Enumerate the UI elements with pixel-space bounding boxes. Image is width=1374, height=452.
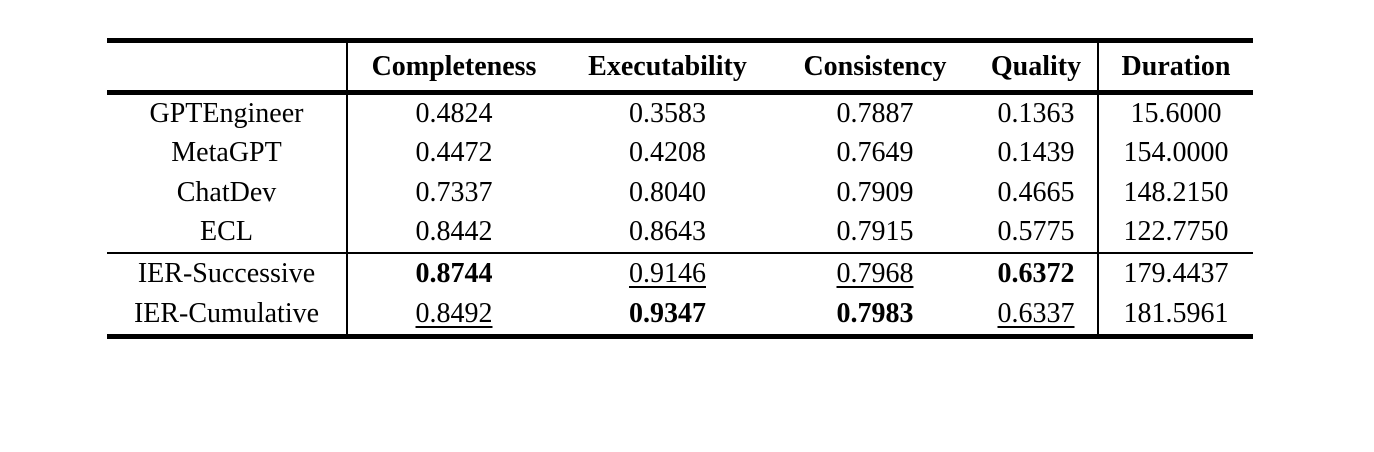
cell-value: 181.5961	[1123, 298, 1229, 330]
table-cell: 181.5961	[1097, 294, 1253, 337]
table-row: ECL 0.8442 0.8643 0.7915 0.5775 122.7750	[107, 212, 1253, 253]
cell-value: 122.7750	[1123, 216, 1229, 247]
table-cell: 0.7909	[775, 173, 975, 213]
row-label: MetaGPT	[171, 136, 282, 168]
col-header-consistency: Consistency	[775, 40, 975, 95]
table-cell: 0.9347	[560, 295, 775, 337]
row-label: ECL	[200, 216, 253, 247]
cell-value: 15.6000	[1130, 97, 1222, 129]
table-cell: 122.7750	[1097, 212, 1253, 253]
table-cell: 15.6000	[1097, 92, 1253, 133]
cell-value: 0.7649	[836, 136, 914, 168]
cell-value: 0.5775	[997, 216, 1075, 247]
table-cell: 0.1439	[975, 133, 1098, 173]
table-cell: 0.6337	[975, 295, 1098, 337]
table-cell: 0.1363	[975, 93, 1098, 133]
cell-value: 179.4437	[1123, 258, 1229, 289]
table-cell: 154.0000	[1097, 132, 1253, 173]
table-cell: 0.4472	[346, 132, 560, 173]
cell-value: 154.0000	[1123, 136, 1229, 168]
table-row: ChatDev 0.7337 0.8040 0.7909 0.4665 148.2150	[107, 172, 1253, 213]
row-label: GPTEngineer	[149, 97, 304, 129]
table-cell: 0.4824	[346, 92, 560, 133]
cell-value: 0.8442	[415, 216, 493, 247]
table-cell: 0.7915	[775, 213, 975, 253]
cell-value: 0.4665	[997, 176, 1075, 208]
table-cell: 0.5775	[975, 213, 1098, 253]
col-header-duration: Duration	[1097, 40, 1253, 95]
col-header-quality: Quality	[975, 40, 1098, 95]
header-row: Completeness Executability Consistency Q…	[107, 40, 1253, 95]
table-cell: 0.9146	[560, 251, 775, 295]
cell-value: 0.7887	[836, 97, 914, 129]
cell-value: 0.1363	[997, 97, 1075, 129]
cell-value: 0.8643	[629, 216, 706, 247]
table-cell: 0.7983	[775, 295, 975, 337]
cell-value-bold: 0.8744	[415, 258, 493, 289]
table-cell: 0.8643	[560, 213, 775, 253]
table-cell: 0.8492	[346, 294, 560, 337]
table-cell: 0.7968	[775, 251, 975, 295]
row-label: IER-Successive	[107, 251, 347, 295]
cell-value-underlined: 0.6337	[997, 298, 1075, 330]
table-row: IER-Cumulative 0.8492 0.9347 0.7983 0.6337 18…	[107, 294, 1253, 337]
table-row: IER-Successive 0.8744 0.9146 0.7968 0.6372 17…	[107, 251, 1253, 295]
cell-value-bold: 0.6372	[997, 258, 1075, 289]
table-cell: 0.8442	[346, 212, 560, 253]
cell-value: 0.4472	[415, 136, 493, 168]
table-cell: 0.7887	[775, 93, 975, 133]
table-cell: 179.4437	[1097, 251, 1253, 295]
cell-value: 0.7337	[415, 176, 493, 208]
table-cell: 148.2150	[1097, 172, 1253, 213]
table-cell: 0.4208	[560, 133, 775, 173]
cell-value-underlined: 0.9146	[629, 258, 706, 289]
cell-value: 0.3583	[629, 97, 706, 129]
cell-value: 0.8040	[629, 176, 706, 208]
performance-table: Completeness Executability Consistency Q…	[107, 38, 1253, 339]
cell-value: 0.7915	[836, 216, 914, 247]
cell-value-bold: 0.9347	[629, 298, 706, 330]
table-cell: 0.8744	[346, 251, 560, 295]
cell-value: 0.1439	[997, 136, 1075, 168]
row-label: IER-Cumulative	[133, 298, 320, 330]
cell-value: 0.4824	[415, 97, 493, 129]
table-cell: 0.4665	[975, 173, 1098, 213]
cell-value: 148.2150	[1123, 176, 1229, 208]
table-cell: 0.8040	[560, 173, 775, 213]
table-cell: 0.7649	[775, 133, 975, 173]
col-header-executability: Executability	[560, 40, 775, 95]
table-row: MetaGPT 0.4472 0.4208 0.7649 0.1439 154.0000	[107, 132, 1253, 173]
cell-value-underlined: 0.7968	[836, 258, 914, 289]
table-caption: Table 1: The average performance across …	[36, 373, 1339, 452]
cell-value: 0.7909	[836, 176, 914, 208]
table-cell: 0.7337	[346, 172, 560, 213]
corner-cell	[107, 40, 347, 95]
cell-value: 0.4208	[629, 136, 706, 168]
cell-value-bold: 0.7983	[836, 298, 914, 330]
row-label: ChatDev	[176, 176, 277, 208]
col-header-completeness: Completeness	[346, 40, 560, 95]
cell-value-underlined: 0.8492	[415, 298, 493, 330]
table-row: GPTEngineer 0.4824 0.3583 0.7887 0.1363 15.60…	[107, 92, 1253, 133]
table-cell: 0.3583	[560, 93, 775, 133]
table-cell: 0.6372	[975, 251, 1098, 295]
